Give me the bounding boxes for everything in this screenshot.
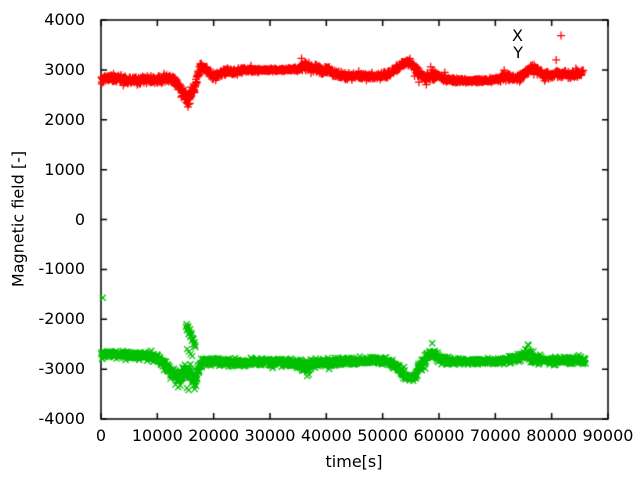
y-axis-title: Magnetic field [-] bbox=[8, 150, 28, 288]
y-tick-label: -2000 bbox=[38, 309, 86, 329]
x-tick-label: 50000 bbox=[357, 426, 409, 445]
legend-label-x: X bbox=[512, 26, 523, 45]
y-tick-label: 4000 bbox=[44, 10, 85, 29]
x-tick-label: 10000 bbox=[131, 426, 183, 445]
y-tick-label: 0 bbox=[74, 209, 85, 229]
y-tick-label: -1000 bbox=[38, 259, 86, 279]
y-tick-label: 2000 bbox=[44, 109, 85, 129]
x-tick-label: 20000 bbox=[188, 426, 240, 445]
y-tick-label: -4000 bbox=[38, 409, 86, 428]
y-tick-label: -3000 bbox=[38, 359, 86, 379]
y-tick-label: 1000 bbox=[44, 159, 85, 179]
legend-label-y: Y bbox=[513, 43, 523, 62]
x-tick-label: 90000 bbox=[582, 426, 634, 445]
x-tick-label: 30000 bbox=[244, 426, 296, 445]
x-tick-label: 60000 bbox=[413, 426, 465, 445]
y-tick-label: 3000 bbox=[44, 59, 85, 79]
x-tick-label: 40000 bbox=[300, 426, 352, 445]
x-axis-title: time[s] bbox=[325, 452, 383, 471]
x-tick-label: 0 bbox=[95, 426, 107, 445]
x-tick-label: 70000 bbox=[469, 426, 521, 445]
x-tick-label: 80000 bbox=[526, 426, 578, 445]
